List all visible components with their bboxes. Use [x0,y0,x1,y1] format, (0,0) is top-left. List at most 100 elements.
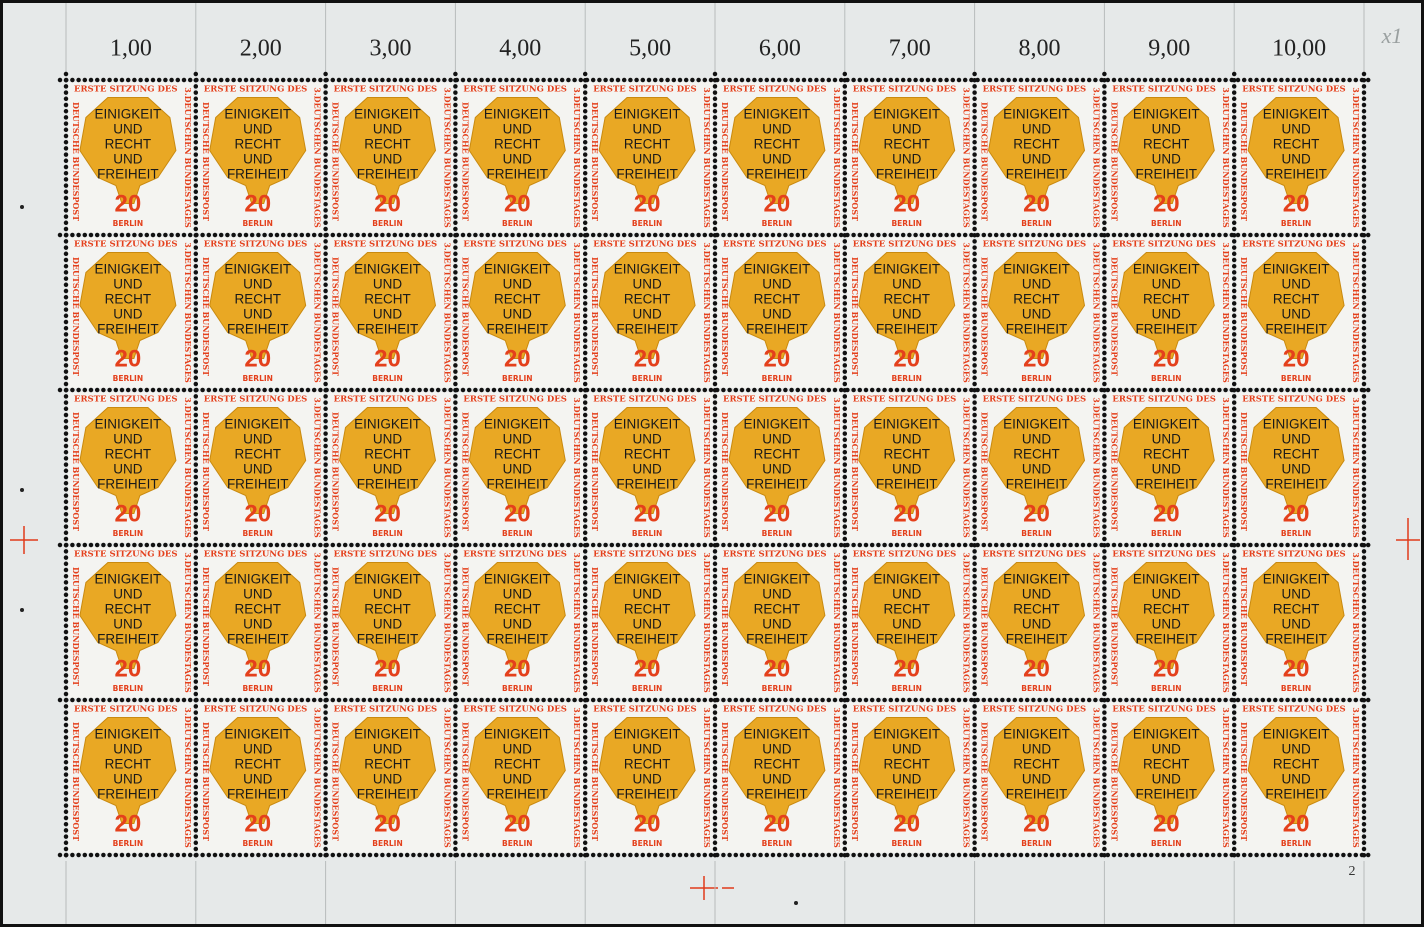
stamp-motto: UND [1152,122,1181,137]
stamp-denomination: 20 [374,345,401,372]
stamp-motto: UND [892,152,921,167]
margin-value: 5,00 [629,36,671,62]
stamp-right-text: 3.DEUTSCHEN BUNDESTAGES [1091,552,1101,693]
stamp-top-text: ERSTE SITZUNG DES [1242,550,1345,560]
stamp-left-text: DEUTSCHE BUNDESPOST [1239,412,1249,531]
stamp-denomination: 20 [634,810,661,837]
stamp-denomination: 20 [1153,500,1180,527]
stamp: ERSTE SITZUNG DES DEUTSCHE BUNDESPOST 3.DE… [327,82,454,233]
stamp-motto: UND [503,307,532,322]
corner-mark: x1 [1381,23,1403,48]
stamp-right-text: 3.DEUTSCHEN BUNDESTAGES [1351,397,1361,538]
stamp-top-text: ERSTE SITZUNG DES [723,705,826,715]
stamp-left-text: DEUTSCHE BUNDESPOST [720,257,730,376]
margin-dots [20,205,798,905]
stamp-motto: UND [892,617,921,632]
stamp-motto: FREIHEIT [1265,787,1327,802]
stamp-top-text: ERSTE SITZUNG DES [1112,705,1215,715]
stamp-denomination: 20 [1153,655,1180,682]
eagle [79,407,177,514]
stamp-left-text: DEUTSCHE BUNDESPOST [331,257,341,376]
stamp-top-text: ERSTE SITZUNG DES [1112,395,1215,405]
stamp-motto: UND [892,587,921,602]
stamp: ERSTE SITZUNG DES DEUTSCHE BUNDESPOST 3.DE… [327,547,454,698]
stamp-denomination: 20 [115,190,142,217]
stamp-motto: UND [1281,307,1310,322]
stamp-left-text: DEUTSCHE BUNDESPOST [1109,722,1119,841]
stamp-city: BERLIN [762,839,792,848]
stamp-motto: UND [113,122,142,137]
stamp-motto: EINIGKEIT [1263,107,1330,122]
stamp-motto: EINIGKEIT [1263,262,1330,277]
stamp-right-text: 3.DEUTSCHEN BUNDESTAGES [962,242,972,383]
stamp-motto: UND [373,742,402,757]
margin-value: 6,00 [759,36,801,62]
stamp: ERSTE SITZUNG DES DEUTSCHE BUNDESPOST 3.DE… [717,237,843,388]
stamp-motto: RECHT [754,447,801,462]
stamp-motto: FREIHEIT [876,477,938,492]
stamp-motto: UND [113,432,142,447]
stamp-motto: UND [243,742,272,757]
stamp-motto: RECHT [494,292,541,307]
stamp-left-text: DEUTSCHE BUNDESPOST [1109,257,1119,376]
eagle [79,717,177,824]
stamp-motto: UND [1022,462,1051,477]
stamp-motto: RECHT [883,447,930,462]
stamp-top-text: ERSTE SITZUNG DES [593,395,696,405]
stamp-motto: FREIHEIT [227,787,289,802]
stamp-motto: FREIHEIT [746,322,808,337]
stamp-motto: UND [243,772,272,787]
stamp-denomination: 20 [1023,345,1050,372]
stamp-left-text: DEUTSCHE BUNDESPOST [850,257,860,376]
stamp-top-text: ERSTE SITZUNG DES [853,395,956,405]
stamp-left-text: DEUTSCHE BUNDESPOST [720,412,730,531]
stamp-right-text: 3.DEUTSCHEN BUNDESTAGES [1351,87,1361,228]
stamp: ERSTE SITZUNG DES DEUTSCHE BUNDESPOST 3.DE… [976,237,1103,388]
stamp-left-text: DEUTSCHE BUNDESPOST [590,412,600,531]
stamp-motto: FREIHEIT [616,477,678,492]
stamp: ERSTE SITZUNG DES DEUTSCHE BUNDESPOST 3.DE… [327,392,454,543]
stamp-top-text: ERSTE SITZUNG DES [593,550,696,560]
stamp-top-text: ERSTE SITZUNG DES [334,705,437,715]
stamp-left-text: DEUTSCHE BUNDESPOST [850,567,860,686]
stamp-motto: FREIHEIT [1136,322,1198,337]
eagle [209,252,307,359]
stamp-motto: UND [1022,772,1051,787]
stamp-left-text: DEUTSCHE BUNDESPOST [71,412,81,531]
stamp-motto: UND [632,277,661,292]
stamp-motto: RECHT [105,137,151,152]
eagle [338,97,437,204]
stamp-left-text: DEUTSCHE BUNDESPOST [201,567,211,686]
stamp-motto: FREIHEIT [876,167,938,182]
stamp-left-text: DEUTSCHE BUNDESPOST [460,257,470,376]
stamp-top-text: ERSTE SITZUNG DES [1112,240,1215,250]
stamp: ERSTE SITZUNG DES DEUTSCHE BUNDESPOST 3.DE… [587,82,713,233]
stamp-city: BERLIN [762,529,792,538]
stamp: ERSTE SITZUNG DES DEUTSCHE BUNDESPOST 3.DE… [1106,547,1233,698]
stamp-motto: FREIHEIT [357,632,419,647]
stamp-city: BERLIN [1151,219,1181,228]
stamp-city: BERLIN [762,374,792,383]
stamp-motto: RECHT [624,292,671,307]
stamp-motto: EINIGKEIT [354,417,421,432]
crop-marks [10,518,1420,900]
stamp-denomination: 20 [764,190,791,217]
stamp-motto: UND [373,122,402,137]
eagle [858,252,956,359]
stamp-denomination: 20 [893,500,920,527]
eagle [468,407,566,514]
stamp-right-text: 3.DEUTSCHEN BUNDESTAGES [442,397,452,538]
eagle [858,717,956,824]
stamp-denomination: 20 [1023,190,1050,217]
stamp-denomination: 20 [374,500,401,527]
stamp-motto: UND [503,462,532,477]
stamp-motto: RECHT [883,757,930,772]
stamp-right-text: 3.DEUTSCHEN BUNDESTAGES [832,397,842,538]
stamp-motto: RECHT [624,757,671,772]
stamp-top-text: ERSTE SITZUNG DES [1242,240,1345,250]
stamp-right-text: 3.DEUTSCHEN BUNDESTAGES [1221,242,1231,383]
stamp-top-text: ERSTE SITZUNG DES [1242,85,1345,95]
stamp-left-text: DEUTSCHE BUNDESPOST [590,257,600,376]
stamp-denomination: 20 [1283,655,1310,682]
stamp: ERSTE SITZUNG DES DEUTSCHE BUNDESPOST 3.DE… [457,392,584,543]
